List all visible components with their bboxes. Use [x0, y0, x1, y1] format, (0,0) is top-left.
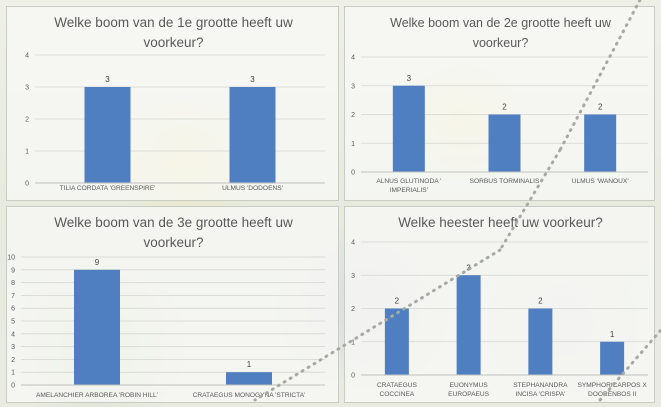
category-label: TILIA CORDATA 'GREENSPIRE' [60, 185, 156, 192]
bar [392, 85, 425, 172]
category-label: CRATAEGUS COCCINEA [377, 382, 418, 398]
bar [600, 341, 625, 375]
data-label: 1 [610, 330, 615, 339]
bar [226, 372, 272, 385]
data-label: 3 [466, 263, 471, 272]
bar [584, 114, 617, 172]
y-tick-label: 5 [11, 319, 15, 326]
y-tick-label: 4 [25, 53, 29, 60]
bar [74, 269, 120, 385]
bar [488, 114, 521, 172]
category-label: EUONYMUS EUROPAEUS [448, 382, 490, 398]
chart-title-line: Welke heester heeft uw voorkeur? [398, 215, 603, 230]
y-tick-label: 1 [25, 149, 29, 156]
category-label: CRATAEGUS MONOGYNA 'STRICTA' [193, 392, 306, 399]
chart-title-line: voorkeur? [143, 35, 203, 50]
category-label: SORBUS TORMINALIS [470, 178, 540, 185]
y-tick-label: 2 [11, 357, 15, 364]
chart-svg: Welke boom van de 1e grootte heeft uw voo… [25, 15, 325, 192]
y-tick-label: 10 [7, 255, 15, 262]
y-tick-label: 6 [11, 306, 15, 313]
y-tick-label: 0 [351, 170, 355, 177]
category-label: ALNUS GLUTINODA ' IMPERIALIS' [376, 178, 441, 194]
chart-title-line: voorkeur? [473, 36, 529, 50]
y-tick-label: 0 [11, 383, 15, 390]
data-label: 3 [105, 75, 110, 84]
y-tick-label: 3 [11, 344, 15, 351]
chart-title: Welke heester heeft uw voorkeur? [398, 215, 603, 230]
y-tick-label: 4 [11, 331, 15, 338]
data-label: 9 [95, 258, 100, 267]
y-tick-label: 3 [25, 85, 29, 92]
bar [528, 308, 553, 375]
chart-panel-1e-grootte: Welke boom van de 1e grootte heeft uw voo… [6, 6, 339, 201]
category-label: ULMUS 'DODOENS' [222, 185, 283, 192]
bar [229, 87, 276, 183]
y-tick-label: 7 [11, 293, 15, 300]
chart-panel-heester: Welke heester heeft uw voorkeur? 0 1 2 3 4 2 CR… [344, 206, 655, 403]
y-tick-label: 2 [25, 117, 29, 124]
category-label: ULMUS 'WANOUX' [572, 178, 629, 185]
y-tick-label: 9 [11, 267, 15, 274]
category-label: STEPHANANDRA INCISA 'CRISPA' [513, 382, 568, 398]
chart-svg: Welke heester heeft uw voorkeur? 0 1 2 3 4 2 CR… [351, 215, 648, 398]
chart-panel-3e-grootte: Welke boom van de 3e grootte heeft uw voo… [6, 206, 339, 403]
chart-title: Welke boom van de 1e grootte heeft uw voo… [54, 15, 293, 50]
y-tick-label: 4 [351, 55, 355, 62]
category-label: AMELANCHIER ARBOREA 'ROBIN HILL' [36, 392, 158, 399]
y-tick-label: 2 [351, 306, 355, 313]
chart-title: Welke boom van de 3e grootte heeft uw voo… [54, 215, 293, 250]
y-tick-label: 0 [25, 181, 29, 188]
category-label: SYMPHORICARPOS X DOORENBOS II [578, 382, 648, 398]
y-tick-label: 2 [351, 112, 355, 119]
y-tick-label: 4 [351, 240, 355, 247]
data-label: 2 [598, 103, 603, 112]
y-tick-label: 3 [351, 273, 355, 280]
chart-svg: Welke boom van de 3e grootte heeft uw voo… [7, 215, 325, 399]
chart-title-line: Welke boom van de 2e grootte heeft uw [390, 16, 612, 30]
chart-panel-2e-grootte: Welke boom van de 2e grootte heeft uw voo… [344, 6, 655, 201]
y-tick-label: 8 [11, 280, 15, 287]
data-label: 3 [250, 75, 255, 84]
chart-svg: Welke boom van de 2e grootte heeft uw voo… [351, 16, 648, 194]
data-label: 3 [407, 74, 412, 83]
bar [384, 308, 409, 375]
chart-title-line: voorkeur? [143, 235, 203, 250]
data-label: 2 [502, 103, 507, 112]
y-tick-label: 0 [351, 373, 355, 380]
y-tick-label: 1 [351, 141, 355, 148]
y-tick-label: 3 [351, 83, 355, 90]
y-tick-label: 1 [11, 370, 15, 377]
bar [84, 87, 131, 183]
bar [456, 275, 481, 375]
data-label: 2 [538, 297, 543, 306]
data-label: 2 [395, 297, 400, 306]
y-tick-label: 1 [351, 339, 355, 346]
chart-title: Welke boom van de 2e grootte heeft uw voo… [390, 16, 612, 50]
data-label: 1 [247, 360, 252, 369]
chart-title-line: Welke boom van de 3e grootte heeft uw [54, 215, 293, 230]
chart-title-line: Welke boom van de 1e grootte heeft uw [54, 15, 293, 30]
